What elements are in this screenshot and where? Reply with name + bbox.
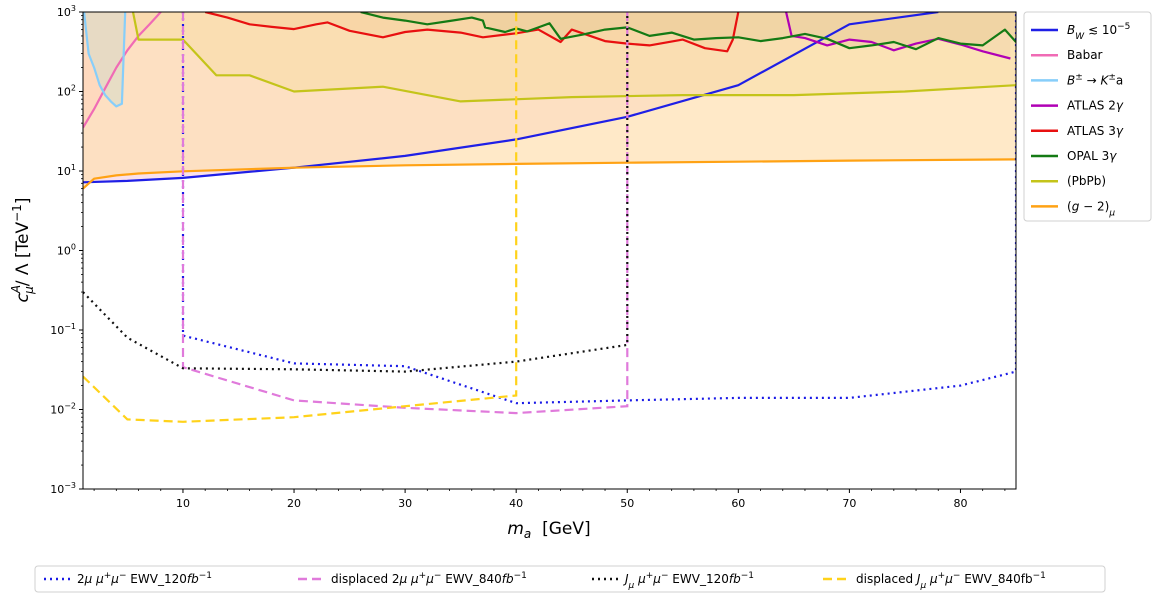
y-tick-label: 103 bbox=[57, 4, 76, 19]
line-babar bbox=[83, 12, 162, 129]
x-axis-label: ma [GeV] bbox=[507, 519, 590, 541]
legend-label-bw: BW ≲ 10−5 bbox=[1067, 22, 1130, 42]
x-tick-label: 70 bbox=[842, 497, 856, 510]
x-tick-label: 30 bbox=[398, 497, 412, 510]
y-tick-label: 102 bbox=[57, 84, 76, 99]
line-opal-3 bbox=[360, 12, 1016, 51]
legend-label-babar: Babar bbox=[1067, 48, 1103, 62]
legend-label-atlas2: ATLAS 2γ bbox=[1067, 99, 1124, 113]
x-tick-label: 40 bbox=[509, 497, 523, 510]
x-tick-label: 20 bbox=[287, 497, 301, 510]
legend-label-atlas3: ATLAS 3γ bbox=[1067, 124, 1124, 138]
legend-label-p3: Jμ μ+μ− EWV_120fb−1 bbox=[623, 571, 754, 591]
x-tick-label: 80 bbox=[953, 497, 967, 510]
legend-label-p2: displaced 2μ μ+μ− EWV_840fb−1 bbox=[331, 571, 527, 586]
constraint-lines bbox=[83, 12, 1016, 190]
line-atlas-2 bbox=[785, 12, 1011, 60]
y-tick-label: 100 bbox=[57, 243, 76, 258]
y-tick-label: 10−2 bbox=[50, 402, 76, 417]
projection-lines bbox=[83, 12, 1016, 423]
x-axis: 10 20 30 40 50 60 70 80 bbox=[93, 489, 1006, 510]
x-tick-label: 50 bbox=[620, 497, 634, 510]
x-tick-label: 60 bbox=[731, 497, 745, 510]
legend-label-g2: (g − 2)μ bbox=[1067, 199, 1115, 218]
legend-label-bk: B± → K±a bbox=[1067, 72, 1123, 87]
y-tick-label: 101 bbox=[57, 163, 76, 178]
y-tick-label: 10−1 bbox=[50, 322, 76, 337]
line-g-2 bbox=[83, 158, 1016, 190]
region-g-2 bbox=[83, 12, 1016, 189]
constraint-fills bbox=[83, 12, 1016, 189]
line-b-w-10-5 bbox=[83, 12, 939, 184]
y-tick-label: 10−3 bbox=[50, 481, 76, 496]
x-tick-label: 10 bbox=[176, 497, 190, 510]
bottom-legend-box bbox=[34, 565, 1106, 593]
legend-label-opal: OPAL 3γ bbox=[1067, 149, 1117, 163]
right-legend: BW ≲ 10−5 Babar B± → K±a ATLAS 2γ ATLAS 3γ OP… bbox=[1023, 11, 1152, 222]
line-atlas-3 bbox=[204, 12, 740, 53]
bottom-legend: 2μ μ+μ− EWV_120fb−1 displaced 2μ μ+μ− EWV… bbox=[34, 565, 1106, 593]
legend-label-pbpb: (PbPb) bbox=[1067, 174, 1106, 188]
legend-label-p1: 2μ μ+μ− EWV_120fb−1 bbox=[77, 571, 212, 586]
legend-label-p4: displaced Jμ μ+μ− EWV_840fb−1 bbox=[856, 571, 1046, 591]
y-axis: 10−3 10−2 10−1 100 101 102 103 bbox=[50, 4, 83, 496]
y-axis-label: cAμ/ Λ [TeV−1] bbox=[9, 198, 36, 303]
line-b-k-a bbox=[83, 12, 127, 108]
line-pbpb bbox=[131, 12, 1016, 103]
proj-displaced-j-ewv-840fb-1 bbox=[83, 12, 518, 423]
right-legend-box bbox=[1023, 11, 1152, 222]
